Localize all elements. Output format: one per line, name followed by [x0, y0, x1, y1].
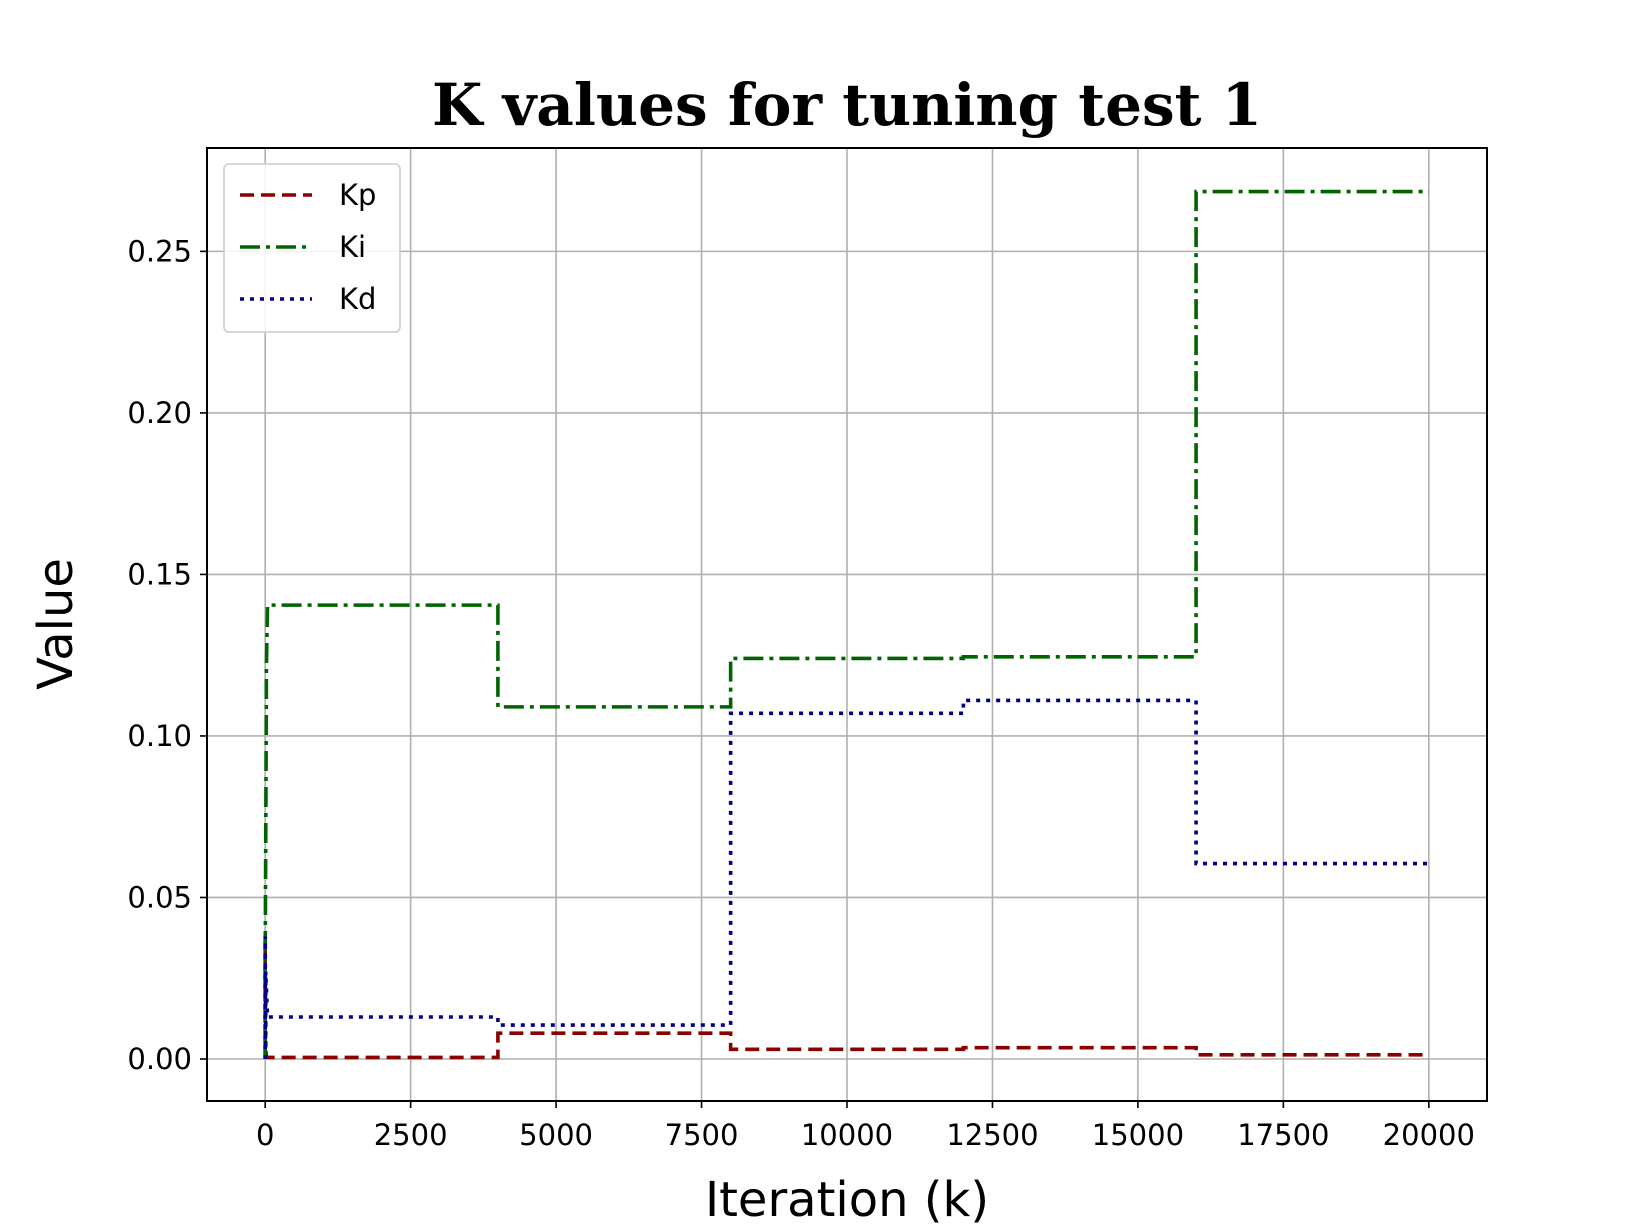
x-tick-label: 5000	[519, 1118, 593, 1152]
x-tick-label: 20000	[1383, 1118, 1475, 1152]
y-axis-label: Value	[28, 558, 84, 690]
y-tick-label: 0.10	[127, 719, 192, 753]
y-tick-label: 0.05	[127, 880, 192, 914]
legend-box	[223, 163, 401, 333]
legend: Kp Ki Kd	[223, 163, 401, 333]
x-tick-label: 15000	[1092, 1118, 1184, 1152]
x-axis-label: Iteration (k)	[705, 1172, 989, 1228]
ticks: 0 2500 5000 7500 10000 12500 15000 17500 20000 0.…	[127, 234, 1475, 1152]
legend-label-kd: Kd	[339, 282, 376, 316]
x-tick-label: 7500	[665, 1118, 739, 1152]
y-tick-label: 0.15	[127, 557, 192, 591]
series-line-ki	[263, 189, 1429, 1059]
x-tick-label: 12500	[946, 1118, 1038, 1152]
grid	[207, 148, 1487, 1101]
chart-title: K values for tuning test 1	[432, 71, 1262, 139]
x-tick-label: 17500	[1237, 1118, 1329, 1152]
x-tick-label: 10000	[801, 1118, 893, 1152]
y-tick-label: 0.20	[127, 396, 192, 430]
legend-label-ki: Ki	[339, 230, 366, 264]
x-tick-label: 2500	[374, 1118, 448, 1152]
y-tick-label: 0.00	[127, 1042, 192, 1076]
y-tick-label: 0.25	[127, 234, 192, 268]
series-line-kd	[263, 698, 1429, 1059]
x-tick-label: 0	[256, 1118, 274, 1152]
series-group	[263, 189, 1429, 1060]
legend-label-kp: Kp	[339, 178, 376, 212]
